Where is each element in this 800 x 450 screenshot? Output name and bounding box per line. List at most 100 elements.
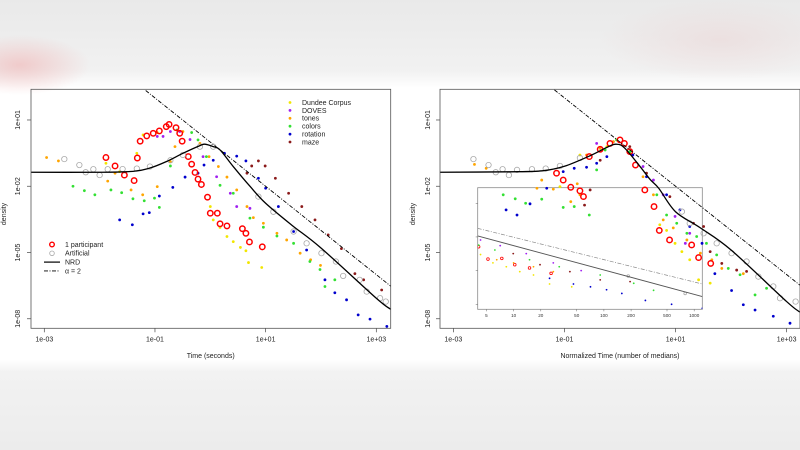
data-point-rotation xyxy=(235,154,239,158)
data-point-artificial xyxy=(61,155,68,163)
data-point-doves xyxy=(155,135,159,138)
inset-series-maze xyxy=(512,252,631,283)
data-point-rotation xyxy=(333,291,337,295)
data-point-1-participant xyxy=(130,177,138,185)
data-point-tones xyxy=(720,267,724,270)
inset-x-tick-label: 50 xyxy=(574,313,580,318)
data-point-dundee-corpus xyxy=(697,278,700,282)
data-point-artificial xyxy=(255,193,262,200)
data-point-rotation xyxy=(701,307,703,310)
left-y-axis-title: density xyxy=(1,202,8,225)
data-point-rotation xyxy=(665,193,668,197)
data-point-dundee-corpus xyxy=(211,218,215,222)
data-point-dundee-corpus xyxy=(247,261,250,264)
left-x-axis-title: Time (seconds) xyxy=(187,353,235,360)
legend-label-dundee-corpus: Dundee Corpus xyxy=(302,100,352,107)
data-point-rotation xyxy=(605,155,609,158)
legend-marker-dundee-corpus xyxy=(288,101,292,104)
inset-series-tones xyxy=(495,258,555,273)
data-point-tones xyxy=(245,205,249,208)
data-point-tones xyxy=(225,175,229,179)
data-point-colors xyxy=(685,231,689,235)
data-point-doves xyxy=(552,261,555,264)
data-point-doves xyxy=(228,191,232,195)
right-y-tick-label: 1e+01 xyxy=(425,110,432,130)
data-point-maze xyxy=(340,247,343,251)
data-point-colors xyxy=(477,244,480,247)
data-point-tones xyxy=(45,156,48,159)
data-point-doves xyxy=(235,205,239,208)
data-point-colors xyxy=(190,131,194,134)
data-point-artificial xyxy=(678,208,685,215)
data-point-colors xyxy=(705,241,708,245)
data-point-dundee-corpus xyxy=(688,258,692,262)
data-point-maze xyxy=(588,188,592,192)
inset-x-tick-label: 20 xyxy=(538,313,544,318)
series-dundee-corpus xyxy=(104,131,264,269)
data-point-dundee-corpus xyxy=(104,161,108,165)
data-point-artificial xyxy=(755,273,762,280)
data-point-colors xyxy=(652,289,655,292)
data-point-maze xyxy=(263,164,267,168)
data-point-doves xyxy=(683,241,687,245)
data-point-rotation xyxy=(713,272,717,276)
data-point-colors xyxy=(308,260,312,263)
data-point-colors xyxy=(218,183,222,187)
data-point-tones xyxy=(473,162,476,166)
data-point-tones xyxy=(495,258,498,261)
data-point-doves xyxy=(168,130,172,133)
series-doves xyxy=(155,130,252,210)
data-point-colors xyxy=(738,273,742,277)
data-point-tones xyxy=(671,226,675,230)
data-point-colors xyxy=(168,164,172,168)
data-point-artificial xyxy=(119,165,126,173)
line-nrd xyxy=(31,143,391,310)
data-point-doves xyxy=(161,135,165,138)
data-point-rotation xyxy=(788,321,792,325)
data-point-1-participant xyxy=(549,271,553,276)
data-point-colors xyxy=(513,197,517,201)
data-point-colors xyxy=(248,216,252,220)
data-point-colors xyxy=(71,184,75,188)
data-point-rotation xyxy=(305,248,309,252)
left-plot-area xyxy=(31,90,391,328)
data-point-rotation xyxy=(753,308,757,312)
legend-marker-tones xyxy=(288,116,292,120)
data-point-artificial xyxy=(90,166,97,173)
left-x-tick-label: 1e-03 xyxy=(35,336,53,343)
data-point-1-participant xyxy=(120,171,128,179)
data-point-1-participant xyxy=(165,120,173,128)
data-point-maze xyxy=(353,272,357,276)
data-point-rotation xyxy=(257,176,260,180)
series-tones xyxy=(45,130,322,267)
data-point-1-participant xyxy=(650,203,658,211)
inset-frame xyxy=(477,187,703,310)
data-point-tones xyxy=(741,272,745,276)
data-point-rotation xyxy=(202,163,206,167)
data-point-rotation xyxy=(572,283,575,285)
data-point-colors xyxy=(528,258,531,261)
data-point-maze xyxy=(599,279,602,281)
data-point-rotation xyxy=(504,208,508,212)
data-point-1-participant xyxy=(216,220,224,228)
inset-x-tick-label: 200 xyxy=(627,313,635,318)
data-point-doves xyxy=(595,142,599,145)
left-x-tick-label: 1e+01 xyxy=(256,336,276,343)
data-point-tones xyxy=(207,155,211,158)
data-point-1-participant xyxy=(246,238,253,246)
data-point-tones xyxy=(285,238,289,242)
data-point-maze xyxy=(702,225,706,228)
data-point-1-participant xyxy=(184,153,192,161)
data-point-maze xyxy=(362,278,366,282)
data-point-tones xyxy=(532,265,535,268)
data-point-tones xyxy=(141,193,145,197)
data-point-tones xyxy=(57,159,60,163)
data-point-rotation xyxy=(183,175,187,179)
data-point-rotation xyxy=(620,292,623,295)
data-point-tones xyxy=(155,185,159,189)
data-point-colors xyxy=(318,268,322,271)
right-plot: 1e-03 1e-01 1e+01 1e+03 1e+01 1e-02 1e-05 1e-08… xyxy=(425,88,800,343)
inset-plot-area xyxy=(477,228,703,310)
left-plot: 1e-03 1e-01 1e+01 1e+03 1e+01 1e-02 1e-05 1e-08… xyxy=(15,88,392,343)
data-point-1-participant xyxy=(204,193,211,201)
